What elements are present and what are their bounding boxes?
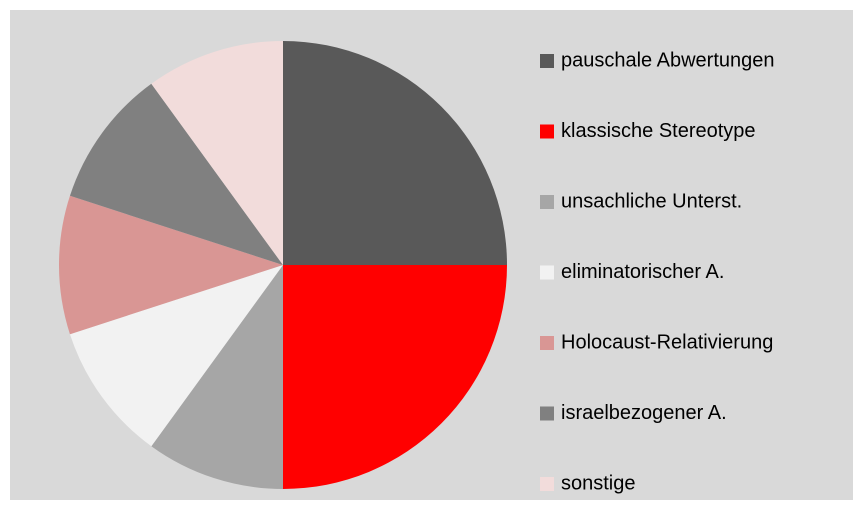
- legend-swatch: [540, 336, 554, 350]
- legend-label: eliminatorischer A.: [561, 261, 724, 283]
- pie-slice: [151, 265, 283, 489]
- legend-swatch: [540, 195, 554, 209]
- legend-swatch: [540, 477, 554, 491]
- legend-label: israelbezogener A.: [561, 402, 727, 424]
- pie-slice: [151, 41, 283, 265]
- pie-slice: [69, 83, 283, 266]
- legend-label: unsachliche Unterst.: [561, 190, 742, 212]
- pie-slice: [59, 195, 284, 335]
- pie-slice: [283, 41, 507, 265]
- legend-swatch: [540, 124, 554, 139]
- legend-swatch: [540, 265, 554, 280]
- pie-slice: [69, 265, 283, 447]
- pie-slice: [283, 265, 507, 489]
- legend-swatch: [540, 54, 554, 68]
- legend-label: Holocaust-Relativierung: [561, 331, 773, 353]
- legend-label: pauschale Abwertungen: [561, 49, 775, 71]
- legend-swatch: [540, 406, 554, 421]
- legend-label: klassische Stereotype: [561, 120, 756, 142]
- legend-label: sonstige: [561, 472, 636, 494]
